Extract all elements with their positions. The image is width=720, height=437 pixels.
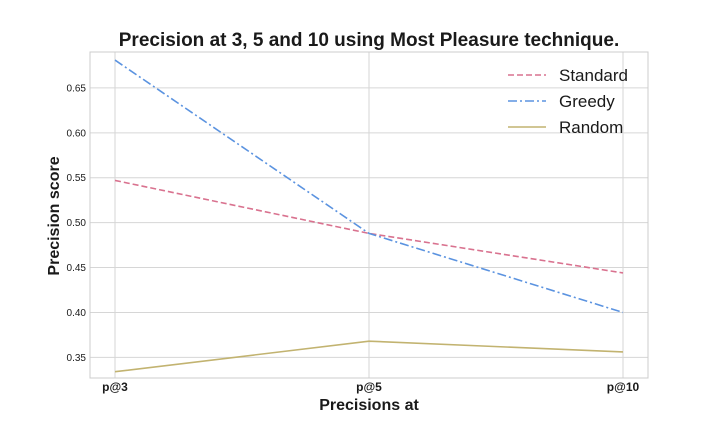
legend-label-standard: Standard <box>559 66 628 85</box>
legend: Standard Greedy Random <box>508 66 628 137</box>
y-tick-label: 0.40 <box>67 308 87 319</box>
series-line-greedy <box>114 59 624 314</box>
x-tick-label: p@5 <box>356 380 382 394</box>
plot-frame <box>89 51 649 379</box>
y-tick-label: 0.55 <box>67 173 87 184</box>
chart-title: Precision at 3, 5 and 10 using Most Plea… <box>119 30 620 51</box>
legend-label-greedy: Greedy <box>559 92 615 111</box>
legend-label-random: Random <box>559 118 623 137</box>
series-layer <box>114 59 624 373</box>
x-tick-labels: p@3 p@5 p@10 <box>102 380 639 394</box>
series-line-standard <box>114 179 624 274</box>
y-tick-label: 0.65 <box>67 83 87 94</box>
y-tick-label: 0.50 <box>67 218 87 229</box>
y-tick-label: 0.60 <box>67 128 87 139</box>
y-axis-label: Precision score <box>46 156 63 275</box>
x-tick-label: p@3 <box>102 380 128 394</box>
y-tick-label: 0.45 <box>67 263 87 274</box>
y-tick-labels: 0.35 0.40 0.45 0.50 0.55 0.60 0.65 <box>67 83 87 363</box>
series-line-random <box>114 340 624 373</box>
x-axis-label: Precisions at <box>319 397 419 414</box>
plot-grid <box>90 52 648 378</box>
x-tick-label: p@10 <box>607 380 640 394</box>
y-tick-label: 0.35 <box>67 353 87 364</box>
